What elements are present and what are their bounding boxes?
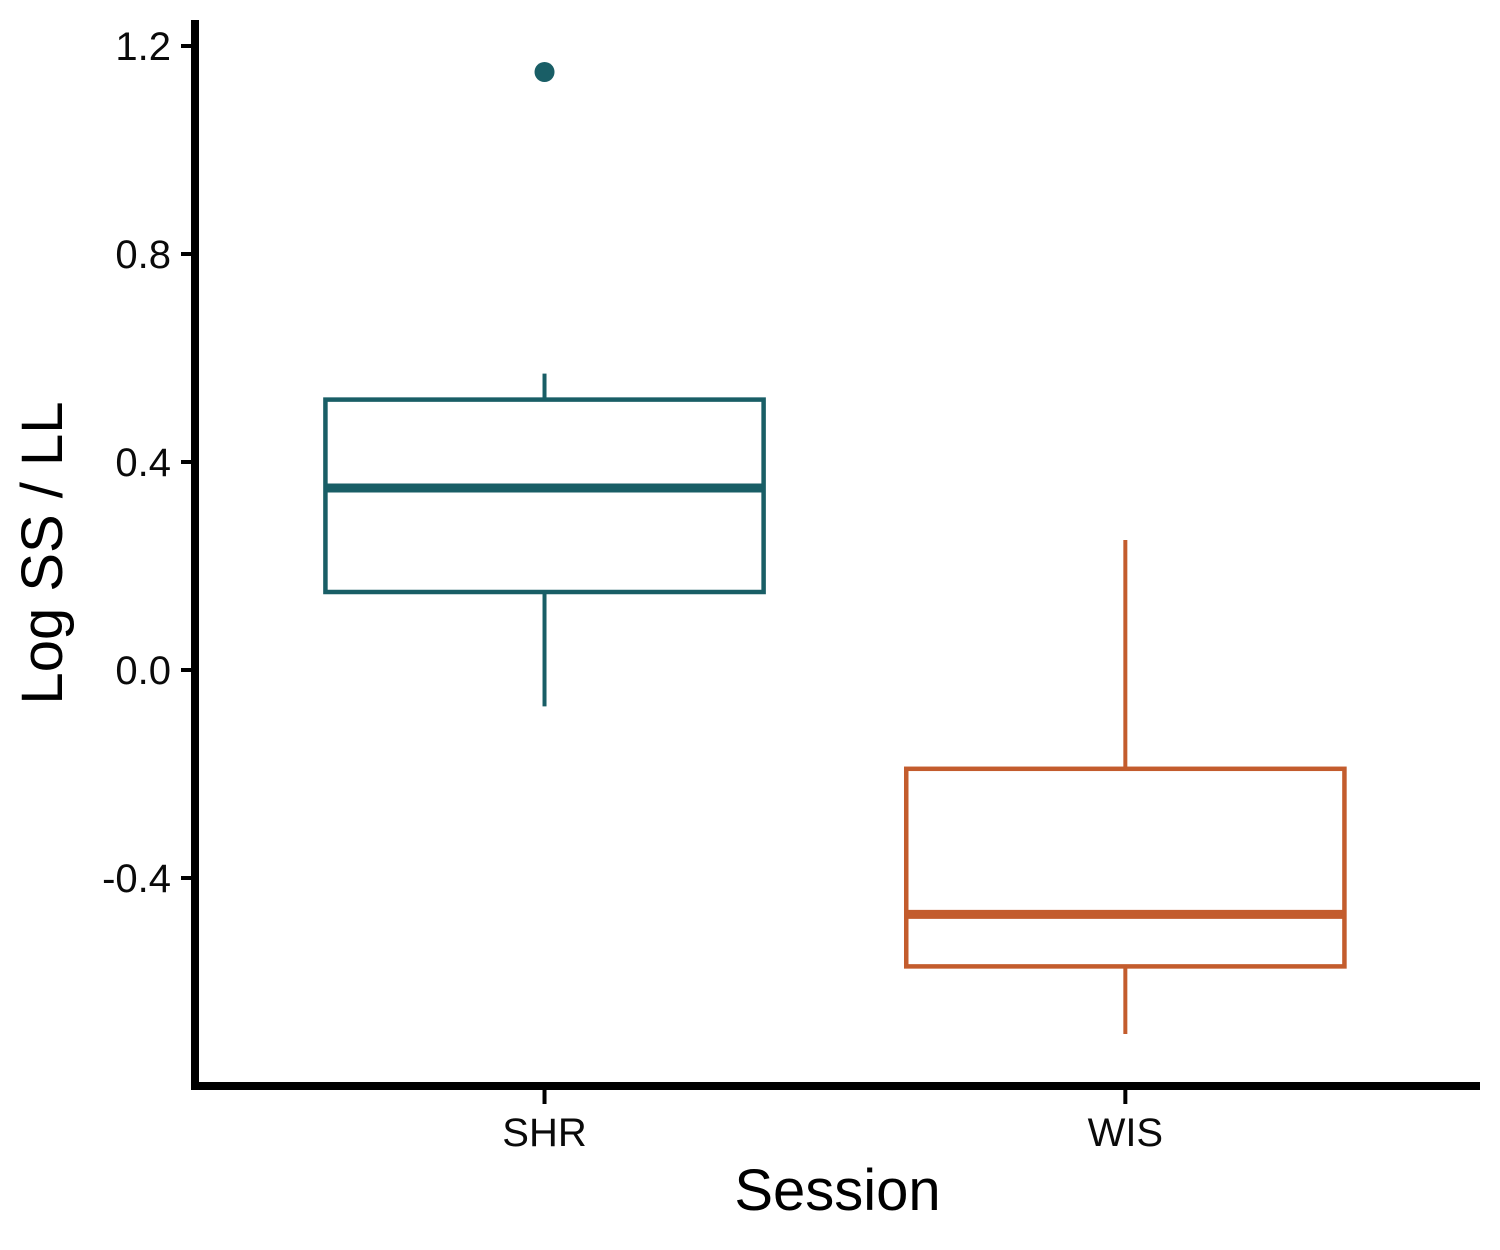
y-axis-title: Log SS / LL (10, 401, 75, 704)
y-tick-label: 0.4 (115, 441, 171, 485)
box-rect (903, 766, 1347, 969)
x-tick-label: WIS (1088, 1111, 1164, 1155)
y-axis-ticks: 1.2 0.8 0.4 0.0 -0.4 (102, 25, 195, 901)
x-axis-title: Session (734, 1158, 940, 1223)
box-series (323, 62, 1347, 1034)
box-shr (323, 62, 766, 707)
x-axis-ticks: SHR WIS (502, 1086, 1163, 1155)
x-tick-label: SHR (502, 1111, 586, 1155)
box-rect (323, 397, 766, 595)
outlier-point (534, 62, 555, 82)
y-tick-label: -0.4 (102, 857, 171, 901)
y-tick-label: 1.2 (115, 25, 171, 69)
y-tick-label: 0.8 (115, 233, 171, 277)
box-wis (903, 540, 1347, 1034)
y-tick-label: 0.0 (115, 649, 171, 693)
